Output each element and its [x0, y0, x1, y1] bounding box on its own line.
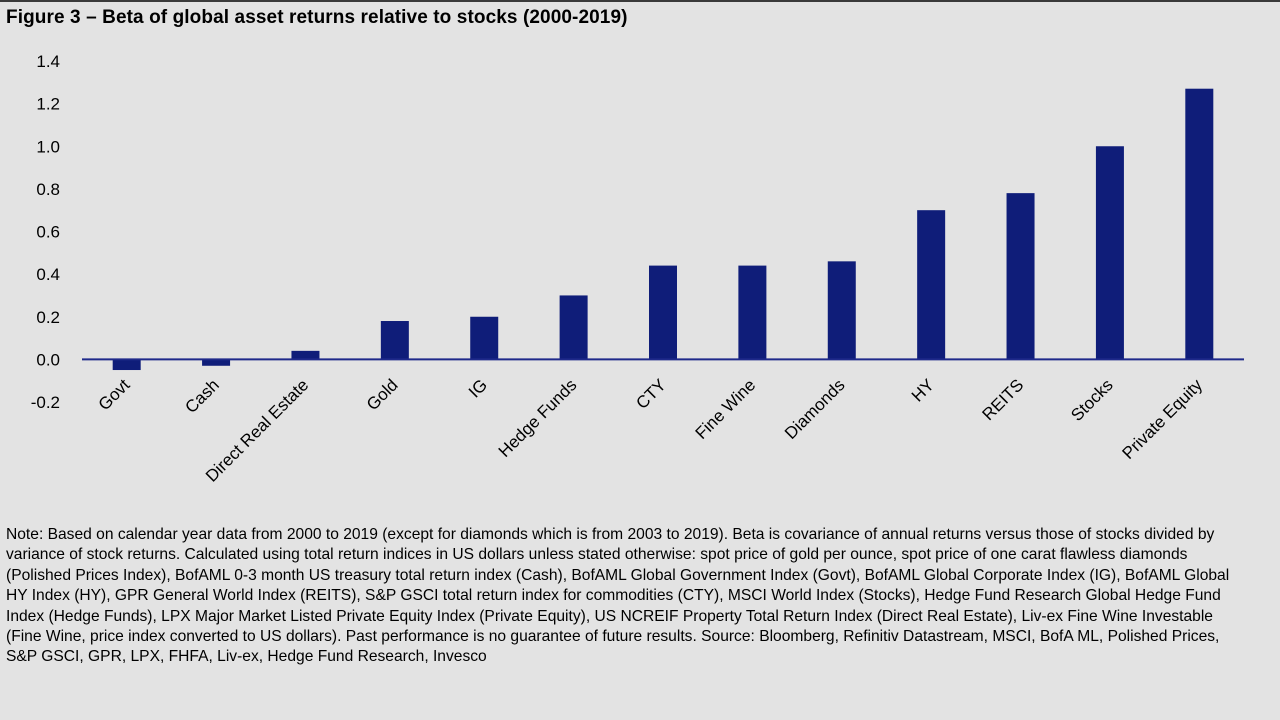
figure-note: Note: Based on calendar year data from 2… — [6, 526, 1230, 666]
x-tick-label: Govt — [95, 375, 134, 414]
y-tick-label: 0.6 — [36, 223, 60, 242]
x-tick-label: Gold — [363, 375, 402, 414]
bar — [380, 321, 409, 360]
bars — [112, 88, 1214, 371]
beta-bar-chart: -0.20.00.20.40.60.81.01.21.4 Govt CashDir… — [31, 52, 1244, 486]
bar — [202, 359, 231, 366]
x-tick-label: REITS — [979, 375, 1028, 424]
x-tick-label: Hedge Funds — [495, 375, 581, 461]
y-tick-label: 1.0 — [36, 137, 60, 156]
bar — [291, 350, 320, 360]
bar — [649, 265, 677, 360]
x-tick-label: IG — [465, 375, 491, 401]
bar — [917, 210, 946, 360]
x-tick-label: Cash — [181, 375, 222, 416]
y-tick-label: 1.4 — [36, 52, 60, 71]
x-tick-label: Fine Wine — [692, 375, 760, 443]
bar — [827, 261, 856, 360]
bar — [1006, 193, 1035, 360]
y-tick-label: 0.8 — [36, 180, 60, 199]
y-tick-label: 1.2 — [36, 95, 60, 114]
bar — [1095, 146, 1124, 360]
x-tick-label: Private Equity — [1119, 375, 1207, 463]
x-tick-label: CTY — [632, 375, 669, 412]
y-tick-label: -0.2 — [31, 393, 60, 412]
y-tick-label: 0.4 — [36, 265, 60, 284]
bar — [559, 295, 588, 360]
y-tick-label: 0.2 — [36, 308, 60, 327]
x-tick-label: Stocks — [1067, 375, 1117, 425]
bar — [470, 316, 499, 360]
x-tick-label: HY — [908, 375, 938, 405]
figure-title: Figure 3 – Beta of global asset returns … — [6, 7, 628, 28]
y-tick-label: 0.0 — [36, 350, 60, 369]
y-axis-ticks: -0.2 0.0 0.2 0.4 0.6 0.8 1.0 1.2 1.4 — [31, 52, 60, 412]
bar — [738, 265, 767, 360]
top-rule — [0, 0, 1280, 2]
x-tick-label: Diamonds — [781, 375, 849, 443]
bar — [1185, 88, 1214, 360]
bar — [112, 359, 141, 371]
